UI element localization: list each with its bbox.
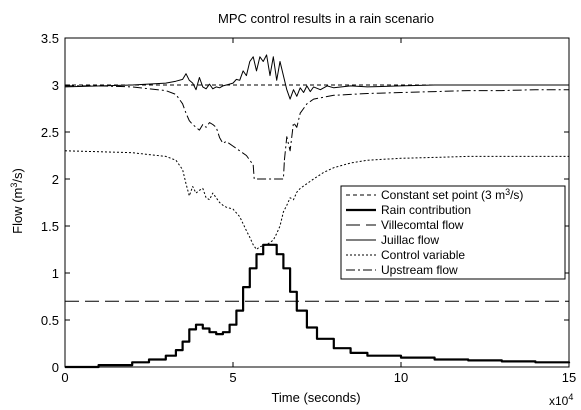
series-line-juillac-flow: [64, 54, 569, 100]
legend-box: [340, 185, 566, 280]
series-lines: [64, 54, 571, 369]
legend-label: Control variable: [381, 248, 465, 262]
chart-title: MPC control results in a rain scenario: [218, 11, 434, 26]
legend-label: Rain contribution: [381, 203, 471, 217]
x-tick-label: 0: [61, 370, 68, 385]
legend-label: Juillac flow: [381, 233, 439, 247]
y-tick-label: 2: [52, 172, 59, 187]
y-axis-label: Flow (m3/s): [9, 168, 25, 234]
series-line-upstream-flow: [252, 160, 285, 180]
series-line-upstream-flow: [283, 89, 569, 161]
axis-ticks: 0 5 10 15 0 0.5 1 1.5 2 2.5 3 3.5: [41, 31, 576, 385]
y-tick-label: 2.5: [41, 125, 59, 140]
series-line-control-variable: [64, 150, 569, 250]
x-tick-label: 15: [562, 370, 576, 385]
legend-label: Villecomtal flow: [381, 218, 464, 232]
x-multiplier-exp: 4: [568, 392, 573, 402]
y-tick-label: 3: [52, 78, 59, 93]
legend: Constant set point (3 m3/s)Rain contribu…: [340, 185, 566, 280]
x-tick-label: 5: [229, 370, 236, 385]
y-tick-label: 0.5: [41, 313, 59, 328]
x-axis-multiplier: x104: [549, 392, 573, 408]
x-multiplier-base: x10: [549, 394, 569, 408]
x-tick-label: 10: [394, 370, 408, 385]
y-tick-label: 1.5: [41, 219, 59, 234]
y-tick-label: 1: [52, 266, 59, 281]
x-axis-label: Time (seconds): [271, 390, 360, 405]
legend-label: Constant set point (3 m3/s): [381, 187, 523, 202]
series-line-upstream-flow: [65, 85, 254, 166]
plot-frame: [64, 37, 570, 368]
series-line-rain-contribution: [65, 243, 571, 369]
y-tick-label: 0: [52, 360, 59, 375]
y-tick-label: 3.5: [41, 31, 59, 46]
legend-label: Upstream flow: [381, 263, 458, 277]
